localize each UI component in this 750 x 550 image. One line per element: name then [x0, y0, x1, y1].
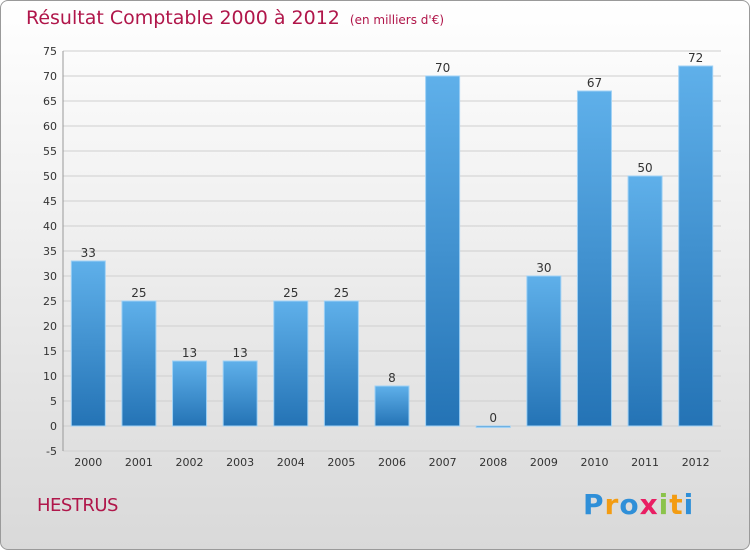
x-tick-label: 2008	[479, 456, 507, 469]
value-label-2000: 33	[81, 246, 96, 260]
y-tick-label: 40	[43, 220, 57, 233]
y-tick-label: 10	[43, 370, 57, 383]
x-tick-label: 2004	[277, 456, 305, 469]
y-tick-label: 70	[43, 70, 57, 83]
value-label-2011: 50	[637, 161, 652, 175]
x-tick-label: 2001	[125, 456, 153, 469]
bar-2007	[425, 75, 461, 427]
y-tick-label: 15	[43, 345, 57, 358]
y-tick-label: 0	[50, 420, 57, 433]
value-label-2003: 13	[233, 346, 248, 360]
y-tick-label: 25	[43, 295, 57, 308]
y-tick-label: -5	[46, 445, 57, 458]
y-tick-label: 55	[43, 145, 57, 158]
x-tick-label: 2007	[429, 456, 457, 469]
value-label-2012: 72	[688, 51, 703, 65]
bar-2000	[70, 260, 106, 427]
y-tick-label: 65	[43, 95, 57, 108]
logo-letter: r	[604, 488, 620, 521]
x-tick-label: 2003	[226, 456, 254, 469]
logo-letter: i	[658, 488, 670, 521]
bar-2002	[172, 360, 208, 427]
x-tick-label: 2006	[378, 456, 406, 469]
y-tick-label: 5	[50, 395, 57, 408]
logo-letter: i	[683, 488, 695, 521]
bar-2001	[121, 300, 157, 427]
x-tick-label: 2009	[530, 456, 558, 469]
value-label-2001: 25	[131, 286, 146, 300]
logo-letter: P	[583, 488, 605, 521]
x-tick-label: 2011	[631, 456, 659, 469]
value-label-2008: 0	[489, 411, 497, 425]
bar-2003	[222, 360, 258, 427]
y-tick-label: 60	[43, 120, 57, 133]
y-tick-label: 50	[43, 170, 57, 183]
title-main: Résultat Comptable 2000 à 2012	[26, 7, 340, 29]
y-tick-label: 45	[43, 195, 57, 208]
chart-title: Résultat Comptable 2000 à 2012 (en millie…	[26, 7, 444, 29]
bar-2010	[576, 90, 612, 427]
bar-2005	[323, 300, 359, 427]
logo-letter: o	[619, 488, 640, 521]
bar-2004	[273, 300, 309, 427]
x-tick-label: 2010	[580, 456, 608, 469]
bar-2011	[627, 175, 663, 427]
y-tick-label: 75	[43, 45, 57, 58]
bar-2006	[374, 385, 410, 427]
y-tick-label: 30	[43, 270, 57, 283]
value-label-2009: 30	[536, 261, 551, 275]
y-tick-label: 20	[43, 320, 57, 333]
value-label-2006: 8	[388, 371, 396, 385]
value-label-2007: 70	[435, 61, 450, 75]
value-label-2004: 25	[283, 286, 298, 300]
bar-2008	[475, 425, 511, 428]
x-tick-label: 2000	[74, 456, 102, 469]
title-unit: (en milliers d'€)	[349, 13, 445, 27]
value-label-2005: 25	[334, 286, 349, 300]
logo-letter: x	[639, 488, 659, 521]
x-tick-label: 2012	[682, 456, 710, 469]
bar-2009	[526, 275, 562, 427]
value-label-2002: 13	[182, 346, 197, 360]
city-name: HESTRUS	[37, 495, 118, 516]
logo-letter: t	[669, 488, 684, 521]
proxiti-logo: Proxiti	[583, 488, 694, 521]
x-tick-label: 2005	[327, 456, 355, 469]
y-tick-label: 35	[43, 245, 57, 258]
value-label-2010: 67	[587, 76, 602, 90]
x-tick-label: 2002	[176, 456, 204, 469]
bar-2012	[678, 65, 714, 427]
